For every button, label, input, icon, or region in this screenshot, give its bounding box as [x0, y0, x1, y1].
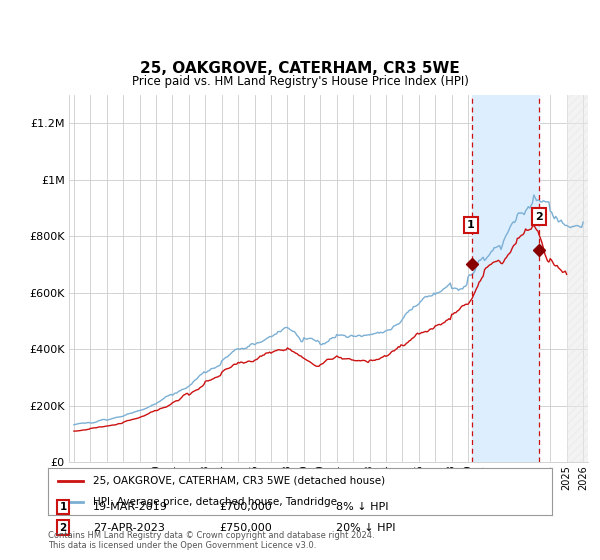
Text: 8% ↓ HPI: 8% ↓ HPI: [336, 502, 389, 512]
Text: 20% ↓ HPI: 20% ↓ HPI: [336, 522, 395, 533]
Text: 2: 2: [59, 522, 67, 533]
Text: 25, OAKGROVE, CATERHAM, CR3 5WE: 25, OAKGROVE, CATERHAM, CR3 5WE: [140, 60, 460, 76]
Text: HPI: Average price, detached house, Tandridge: HPI: Average price, detached house, Tand…: [94, 497, 337, 507]
Bar: [566, 95, 588, 462]
Text: 1: 1: [59, 502, 67, 512]
Text: Price paid vs. HM Land Registry's House Price Index (HPI): Price paid vs. HM Land Registry's House …: [131, 75, 469, 88]
Text: 19-MAR-2019: 19-MAR-2019: [93, 502, 168, 512]
Text: 25, OAKGROVE, CATERHAM, CR3 5WE (detached house): 25, OAKGROVE, CATERHAM, CR3 5WE (detache…: [94, 476, 385, 486]
Text: Contains HM Land Registry data © Crown copyright and database right 2024.
This d: Contains HM Land Registry data © Crown c…: [48, 530, 374, 550]
Text: 1: 1: [467, 220, 475, 230]
Bar: [472, 95, 539, 462]
Text: £750,000: £750,000: [219, 522, 272, 533]
Text: 2: 2: [535, 212, 543, 222]
Text: £700,000: £700,000: [219, 502, 272, 512]
Text: 27-APR-2023: 27-APR-2023: [93, 522, 165, 533]
